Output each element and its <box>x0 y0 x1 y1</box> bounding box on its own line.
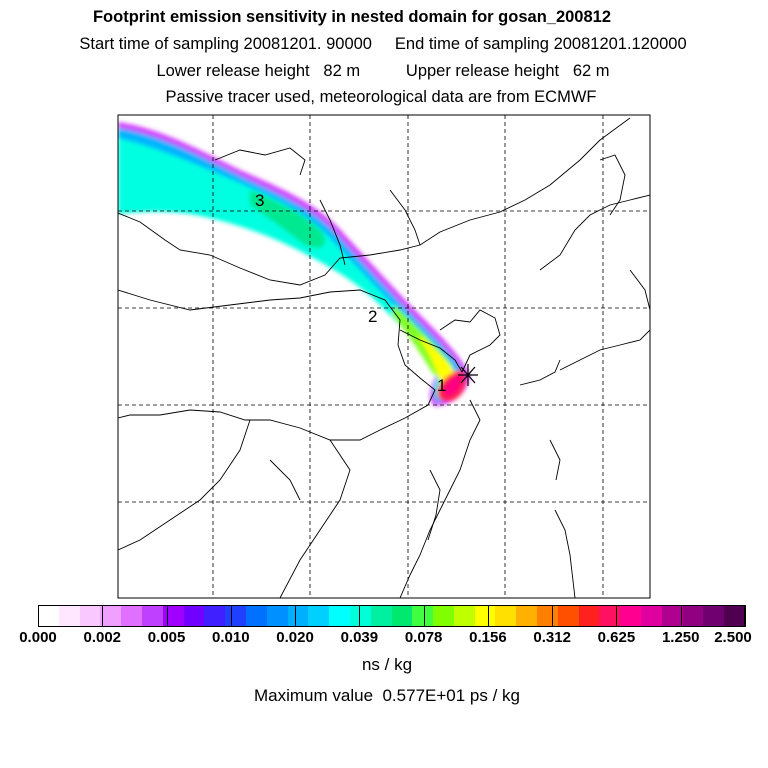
colorbar-separator <box>487 605 489 627</box>
colorbar-units: ns / kg <box>361 655 413 674</box>
colorbar-cell <box>412 605 434 627</box>
colorbar-tick-label: 0.312 <box>533 629 571 646</box>
colorbar-separator <box>423 605 425 627</box>
trajectory-marker-2: 2 <box>368 307 377 326</box>
plume-contour <box>250 190 326 248</box>
trajectory-marker-1: 1 <box>437 376 446 395</box>
colorbar-separator <box>295 605 297 627</box>
colorbar-tick-label: 0.039 <box>340 629 379 646</box>
colorbar-tick-label: 0.000 <box>19 629 57 646</box>
colorbar-cell <box>453 605 476 627</box>
sampling-time-subtitle: Start time of sampling 20081201. 90000 E… <box>79 35 687 53</box>
coastlines <box>118 117 650 598</box>
colorbar-separator <box>552 605 554 627</box>
lat-lon-grid <box>118 115 650 598</box>
colorbar-cell <box>495 605 517 627</box>
colorbar-cell <box>391 605 413 627</box>
colorbar-cell <box>204 605 226 627</box>
colorbar-tick-label: 0.002 <box>83 629 122 646</box>
colorbar-cell <box>578 605 600 627</box>
colorbar-cell <box>370 605 392 627</box>
colorbar-tick-label: 0.625 <box>597 629 636 646</box>
colorbar-cell <box>329 605 351 627</box>
colorbar-tick-label: 0.078 <box>404 629 443 646</box>
colorbar-separator <box>166 605 168 627</box>
colorbar-tick-label: 2.500 <box>714 629 752 646</box>
plume-contour <box>118 138 458 398</box>
colorbar-cell <box>349 605 372 627</box>
tracer-info-subtitle: Passive tracer used, meteorological data… <box>165 88 597 106</box>
colorbar-cell <box>599 605 621 627</box>
map-frame <box>117 114 651 599</box>
colorbar-cell <box>287 605 309 627</box>
colorbar-cell <box>141 605 164 627</box>
plot-title: Footprint emission sensitivity in nested… <box>92 8 612 26</box>
colorbar-cell <box>724 605 746 627</box>
colorbar-cell <box>433 605 455 627</box>
colorbar-cell <box>245 605 268 627</box>
colorbar-cell <box>516 605 538 627</box>
colorbar-cell <box>474 605 496 627</box>
colorbar-tick-label: 0.010 <box>212 629 250 646</box>
colorbar-tick-label: 0.005 <box>147 629 186 646</box>
colorbar-tick-label: 0.020 <box>276 629 314 646</box>
maximum-value-text: Maximum value 0.577E+01 ps / kg <box>254 686 520 705</box>
colorbar-separator <box>745 605 746 627</box>
colorbar-cell <box>266 605 289 627</box>
colorbar-cell <box>703 605 725 627</box>
colorbar-cell <box>620 605 642 627</box>
colorbar-cell <box>162 605 185 627</box>
plume-contour <box>420 335 458 387</box>
colorbar-cell <box>58 605 81 627</box>
colorbar <box>38 605 745 627</box>
plume-contour <box>443 374 462 397</box>
release-height-subtitle: Lower release height 82 m Upper release … <box>156 62 610 80</box>
colorbar-cell <box>641 605 663 627</box>
colorbar-cell <box>682 605 704 627</box>
colorbar-cell <box>661 605 684 627</box>
colorbar-separator <box>359 605 361 627</box>
colorbar-cell <box>100 605 122 627</box>
colorbar-cell <box>308 605 330 627</box>
colorbar-tick-label: 0.156 <box>469 629 507 646</box>
colorbar-cell <box>121 605 143 627</box>
colorbar-cell <box>79 605 101 627</box>
colorbar-cell <box>38 605 60 627</box>
colorbar-separator <box>230 605 232 627</box>
colorbar-separator <box>102 605 104 627</box>
colorbar-tick-label: 1.250 <box>661 629 700 646</box>
colorbar-cell <box>225 605 247 627</box>
trajectory-marker-3: 3 <box>255 191 264 210</box>
emission-sensitivity-plume <box>118 122 470 406</box>
receptor-asterisk-icon <box>458 364 478 386</box>
colorbar-separator <box>616 605 618 627</box>
colorbar-separator <box>680 605 682 627</box>
colorbar-cell <box>557 605 580 627</box>
colorbar-cell <box>183 605 205 627</box>
